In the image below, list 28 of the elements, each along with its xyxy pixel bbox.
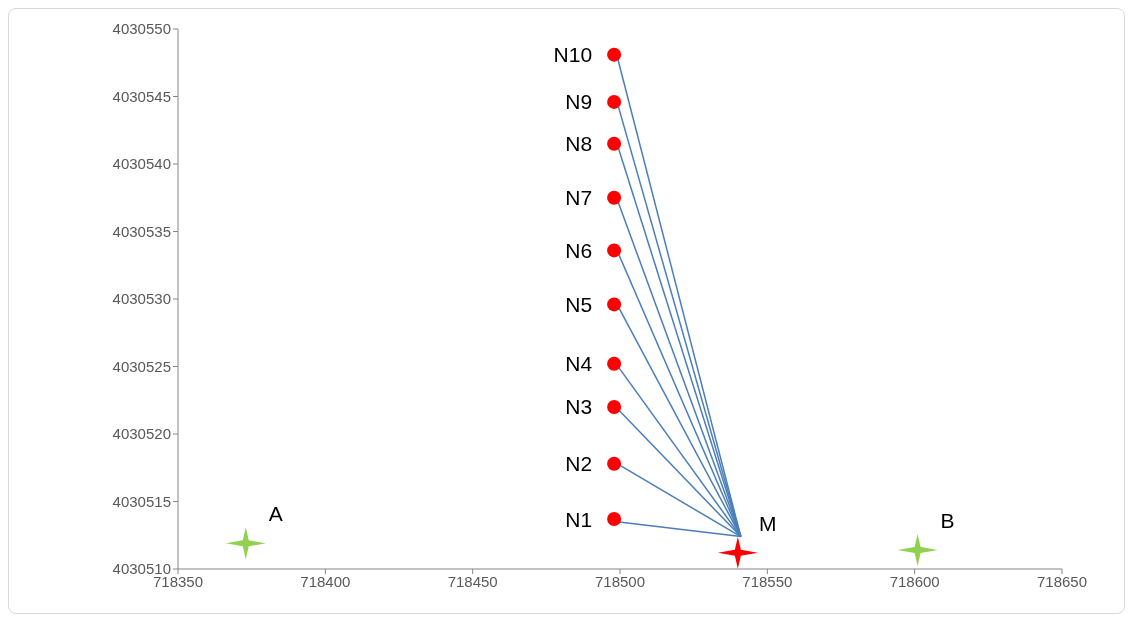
annotation: N4 [565,352,593,376]
y-tick-label: 4030525 [112,357,171,375]
annotation: N5 [565,292,593,316]
y-tick-label: 4030510 [112,560,171,578]
y-tick-label: 4030535 [112,222,171,240]
y-tick-label: 4030515 [112,492,171,510]
annotation: N6 [565,238,593,262]
annotation: N2 [565,452,593,476]
annotation: N1 [565,507,593,531]
y-tick-label: 4030550 [112,20,171,38]
annotation: N7 [565,186,593,210]
y-tick-label: 4030520 [112,425,171,443]
annotation: N10 [553,43,593,67]
y-tick-label: 4030545 [112,87,171,105]
annotation: N9 [565,90,593,114]
annotation: N8 [565,132,593,156]
x-tick-label: 718400 [300,572,351,590]
x-tick-label: 718600 [889,572,940,590]
y-tick-label: 4030540 [112,155,171,173]
annotation: N3 [565,395,593,419]
y-tick-label: 4030530 [112,290,171,308]
x-tick-label: 718650 [1036,572,1088,590]
x-tick-label: 718450 [447,572,498,590]
annotation: B [940,509,955,533]
annotation: A [268,502,283,526]
annotation: M [759,511,777,535]
x-tick-label: 718500 [594,572,646,590]
x-tick-label: 718550 [742,572,793,590]
